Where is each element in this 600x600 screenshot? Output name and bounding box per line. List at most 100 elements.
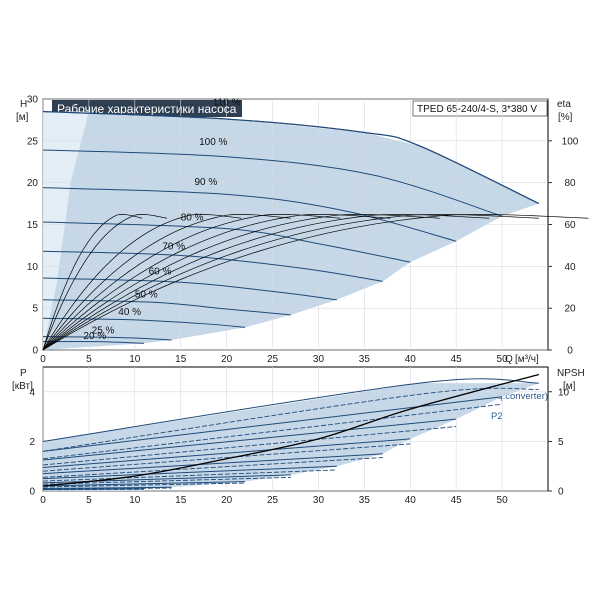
x-tick-label: 20: [221, 354, 233, 365]
speed-label-25: 25 %: [92, 325, 115, 336]
x-tick-label: 35: [359, 495, 371, 506]
x-tick-label: 45: [451, 354, 463, 365]
p1-curve-80: [42, 438, 411, 468]
speed-curve-60: [42, 277, 337, 301]
npsh-curve: [42, 373, 539, 487]
y-tick-label: 25: [27, 136, 39, 147]
p1-curve-60: [42, 465, 337, 480]
efficiency-curve: [42, 214, 589, 351]
power-envelope: [43, 383, 539, 491]
y-right-tick-label: 0: [567, 346, 573, 357]
y-tick-label: 2: [29, 437, 35, 448]
y-right-unit-eta: [%]: [558, 112, 573, 123]
low-flow-zone: [43, 111, 89, 350]
y-right-tick-label: 60: [564, 220, 576, 231]
y-axis-unit-p: [кВт]: [12, 381, 33, 392]
chart-title: Рабочие характеристики насоса: [57, 102, 237, 116]
x-tick-label: 40: [405, 354, 417, 365]
y-tick-label: 20: [27, 178, 39, 189]
x-tick-label: 35: [359, 354, 371, 365]
p2-curve-60: [42, 469, 337, 482]
y-axis-unit-h: [м]: [16, 112, 29, 123]
speed-curve-80: [42, 221, 411, 263]
x-tick-label: 30: [313, 354, 325, 365]
x-tick-label: 15: [175, 495, 187, 506]
efficiency-curve: [42, 214, 440, 351]
x-axis-label-q: Q: [505, 354, 513, 365]
y-axis-label-h: H: [20, 99, 27, 110]
model-label: TPED 65-240/4-S, 3*380 V: [417, 104, 537, 115]
x-tick-label: 50: [497, 495, 509, 506]
x-tick-label: 15: [175, 354, 187, 365]
efficiency-curve: [42, 214, 341, 351]
x-tick-label: 20: [221, 495, 233, 506]
y-right-unit-npsh: [м]: [563, 381, 576, 392]
y-tick-label: 0: [29, 487, 35, 498]
y-right-label-eta: eta: [557, 99, 571, 110]
x-tick-label: 0: [40, 495, 46, 506]
speed-curve-100: [42, 149, 503, 217]
y-tick-label: 10: [27, 262, 39, 273]
p1-curve-40: [42, 481, 246, 487]
y-right-tick-label: 10: [558, 387, 570, 398]
y-right-tick-label: 40: [564, 262, 576, 273]
p2-curve-50: [42, 476, 291, 485]
efficiency-curve: [42, 214, 168, 351]
efficiency-curve: [42, 214, 291, 351]
x-tick-label: 10: [129, 354, 141, 365]
x-tick-label: 40: [405, 495, 417, 506]
speed-label-90: 90 %: [195, 177, 218, 188]
speed-label-60: 60 %: [149, 267, 172, 278]
speed-label-70: 70 %: [162, 242, 185, 253]
p2-curve-80: [42, 443, 411, 472]
p1-curve-25: [42, 486, 172, 490]
speed-label-20: 20 %: [83, 331, 106, 342]
y-axis-label-p: P: [20, 368, 27, 379]
p1-curve-110: [42, 378, 539, 442]
title-box: [52, 100, 242, 117]
x-tick-label: 0: [40, 354, 46, 365]
x-tick-label: 5: [86, 495, 92, 506]
x-tick-label: 10: [129, 495, 141, 506]
p2-curve-40: [42, 482, 246, 488]
y-tick-label: 15: [27, 220, 39, 231]
speed-label-80: 80 %: [181, 212, 204, 223]
x-axis-unit-q: [м³/ч]: [515, 354, 539, 365]
y-right-tick-label: 20: [564, 304, 576, 315]
p2-curve-100: [42, 403, 503, 460]
speed-label-100: 100 %: [199, 137, 227, 148]
y-right-tick-label: 0: [558, 487, 564, 498]
p1-curve-100: [42, 396, 503, 452]
p1-curve-70: [42, 453, 383, 475]
model-box: [412, 100, 548, 117]
p2-curve-70: [42, 457, 383, 478]
x-tick-label: 45: [451, 495, 463, 506]
efficiency-curve: [42, 214, 143, 351]
y-tick-label: 30: [27, 95, 39, 106]
speed-curve-40: [42, 317, 246, 328]
speed-curve-110: [42, 111, 540, 205]
top-chart-plot: 110 %100 %90 %80 %70 %60 %50 %40 %25 %20…: [27, 95, 589, 365]
annotation-p2: P2: [491, 411, 503, 422]
speed-label-40: 40 %: [118, 307, 141, 318]
x-tick-label: 30: [313, 495, 325, 506]
speed-curve-50: [42, 299, 291, 316]
x-tick-label: 50: [497, 354, 509, 365]
speed-label-110: 110 %: [213, 98, 241, 109]
y-right-tick-label: 5: [558, 437, 564, 448]
y-right-label-npsh: NPSH: [557, 368, 585, 379]
y-tick-label: 0: [32, 346, 38, 357]
speed-label-50: 50 %: [135, 289, 158, 300]
x-tick-label: 5: [86, 354, 92, 365]
y-tick-label: 5: [32, 304, 38, 315]
efficiency-curve: [42, 214, 391, 351]
operating-envelope: [43, 111, 539, 350]
efficiency-curve: [42, 214, 242, 351]
speed-curve-90: [42, 187, 457, 242]
x-tick-label: 25: [267, 495, 279, 506]
p1-curve-90: [42, 418, 457, 461]
p2-curve-110: [42, 387, 539, 452]
p2-curve-90: [42, 426, 457, 466]
